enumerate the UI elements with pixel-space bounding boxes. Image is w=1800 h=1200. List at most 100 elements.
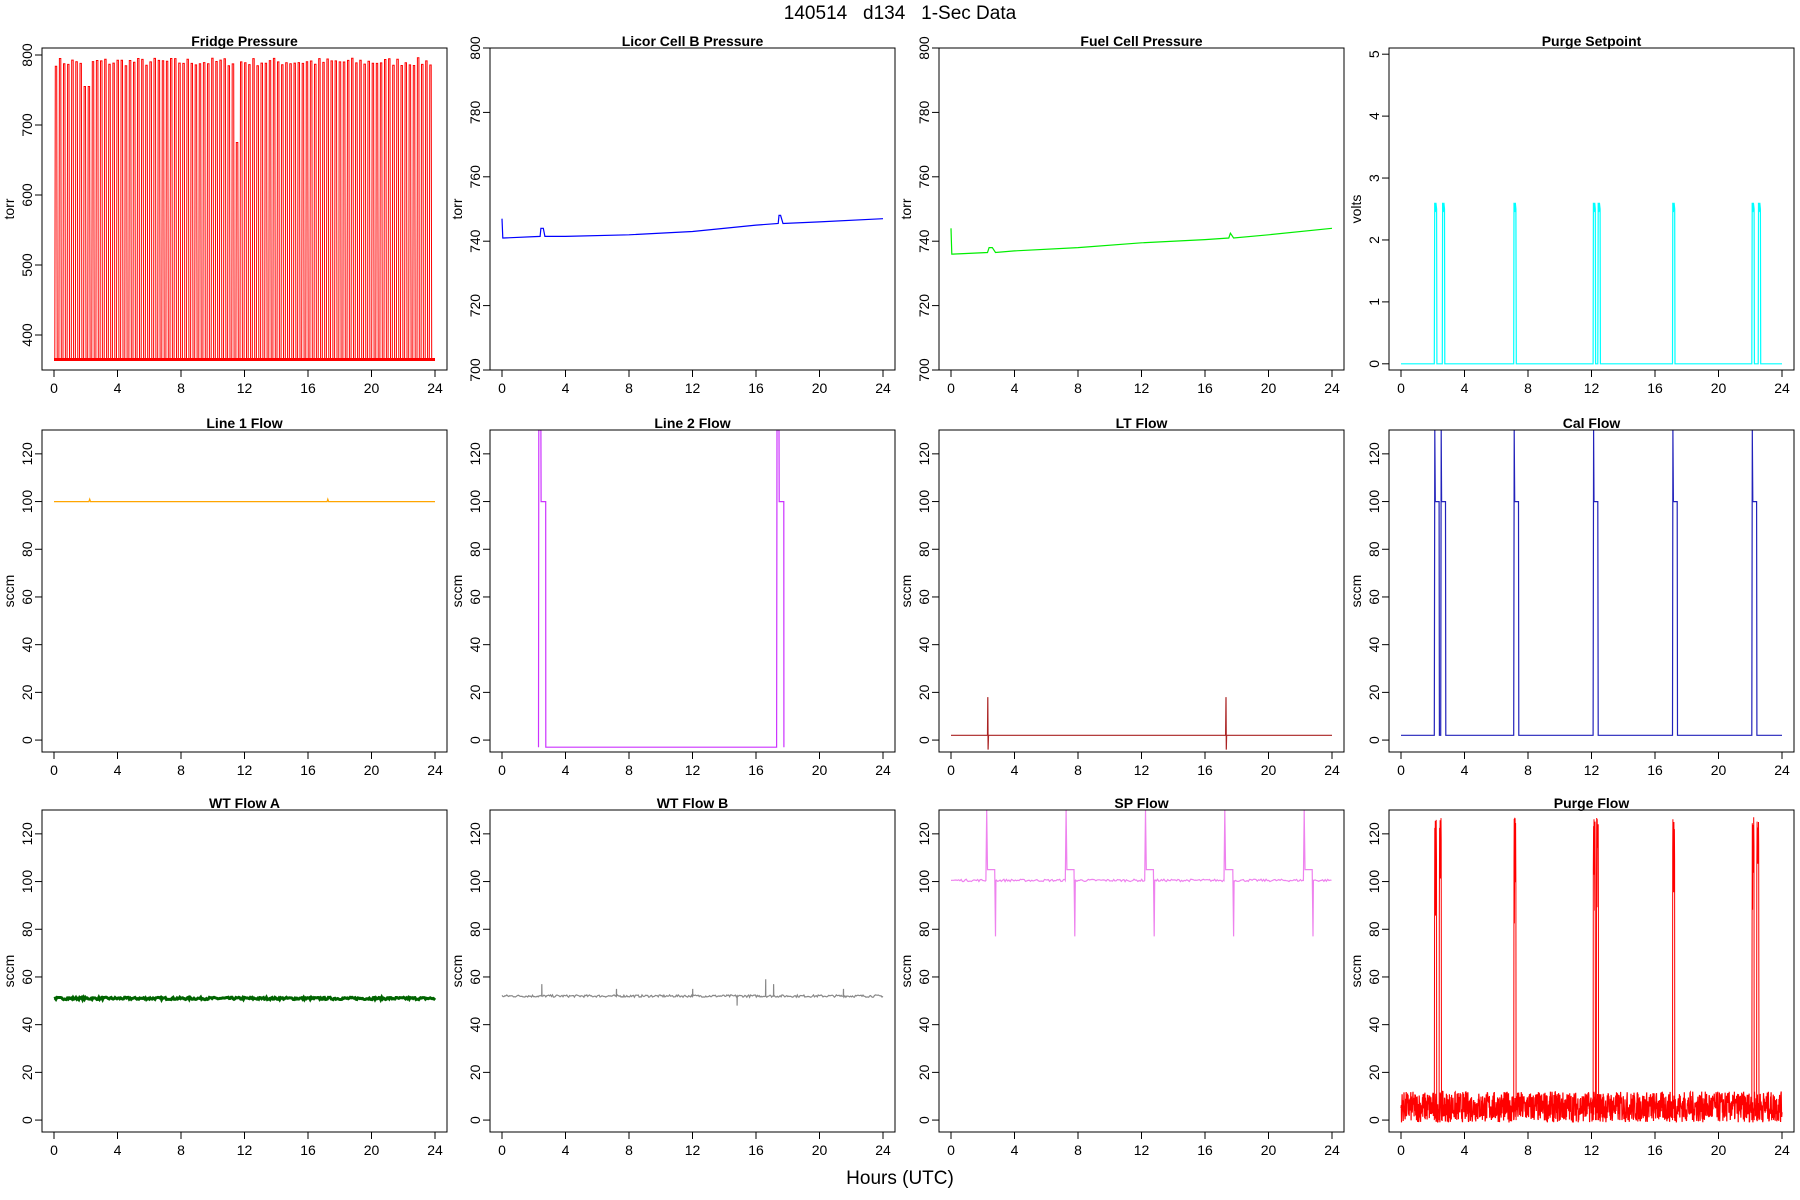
x-tick-label: 12 bbox=[685, 1142, 701, 1158]
y-axis-label: sccm bbox=[1348, 955, 1364, 988]
x-tick-label: 0 bbox=[1397, 380, 1405, 396]
plot-area bbox=[1401, 202, 1782, 365]
x-tick-label: 20 bbox=[364, 1142, 380, 1158]
x-tick-label: 20 bbox=[1711, 762, 1727, 778]
x-tick-label: 4 bbox=[1011, 1142, 1019, 1158]
y-axis-label: torr bbox=[898, 198, 914, 219]
plot-box bbox=[41, 429, 448, 753]
x-tick-label: 8 bbox=[177, 762, 185, 778]
y-tick-label: 40 bbox=[19, 1017, 35, 1033]
plot-box bbox=[1388, 429, 1795, 753]
y-tick-label: 100 bbox=[1366, 490, 1382, 514]
y-axis-label: volts bbox=[1348, 195, 1364, 224]
y-tick-label: 0 bbox=[467, 736, 483, 744]
x-tick-label: 16 bbox=[300, 380, 316, 396]
y-axis-label: torr bbox=[1, 198, 17, 219]
panel-8: WT Flow A 0 4 8 12 16 20 24 0 20 40 60 80 100 120 sccm bbox=[1, 795, 448, 1158]
x-tick-label: 8 bbox=[625, 380, 633, 396]
y-tick-label: 0 bbox=[467, 1116, 483, 1124]
y-tick-label: 20 bbox=[916, 684, 932, 700]
x-tick-label: 12 bbox=[1134, 1142, 1150, 1158]
y-axis-label: torr bbox=[449, 198, 465, 219]
x-tick-label: 20 bbox=[1261, 762, 1277, 778]
y-tick-label: 80 bbox=[467, 541, 483, 557]
y-tick-label: 40 bbox=[916, 637, 932, 653]
panel-title: Line 1 Flow bbox=[206, 415, 282, 431]
y-tick-label: 60 bbox=[1366, 589, 1382, 605]
series-spike bbox=[1433, 819, 1438, 1121]
plot-area bbox=[53, 993, 437, 1004]
x-tick-label: 24 bbox=[875, 1142, 891, 1158]
series-line bbox=[53, 993, 437, 1004]
series-spike bbox=[1438, 818, 1442, 1121]
x-tick-label: 12 bbox=[237, 380, 253, 396]
panel-6: LT Flow 0 4 8 12 16 20 24 0 20 40 60 80 100 120 sccm bbox=[898, 415, 1345, 778]
x-tick-label: 24 bbox=[1324, 1142, 1340, 1158]
x-tick-label: 16 bbox=[748, 762, 764, 778]
panel-title: Fuel Cell Pressure bbox=[1080, 33, 1202, 49]
y-axis-label: sccm bbox=[1, 575, 17, 608]
x-tick-label: 8 bbox=[1074, 762, 1082, 778]
x-tick-label: 12 bbox=[1134, 380, 1150, 396]
x-tick-label: 8 bbox=[625, 762, 633, 778]
y-tick-label: 40 bbox=[1366, 637, 1382, 653]
x-tick-label: 16 bbox=[748, 1142, 764, 1158]
plot-box bbox=[489, 429, 896, 753]
y-tick-label: 0 bbox=[1366, 736, 1382, 744]
y-tick-label: 100 bbox=[1366, 870, 1382, 894]
y-tick-label: 60 bbox=[467, 969, 483, 985]
x-tick-label: 16 bbox=[1647, 380, 1663, 396]
y-axis-label: sccm bbox=[898, 955, 914, 988]
y-tick-label: 80 bbox=[19, 541, 35, 557]
y-tick-label: 60 bbox=[1366, 969, 1382, 985]
y-tick-label: 100 bbox=[467, 870, 483, 894]
x-tick-label: 12 bbox=[1584, 1142, 1600, 1158]
x-tick-label: 20 bbox=[812, 380, 828, 396]
y-tick-label: 120 bbox=[916, 822, 932, 846]
y-tick-label: 20 bbox=[19, 684, 35, 700]
plot-box bbox=[489, 47, 896, 371]
x-tick-label: 16 bbox=[1197, 380, 1213, 396]
series-line bbox=[501, 979, 884, 1006]
x-tick-label: 0 bbox=[50, 762, 58, 778]
y-tick-label: 40 bbox=[19, 637, 35, 653]
plot-area bbox=[951, 697, 1332, 750]
y-tick-label: 700 bbox=[19, 113, 35, 137]
y-tick-label: 120 bbox=[1366, 822, 1382, 846]
x-tick-label: 8 bbox=[1524, 1142, 1532, 1158]
y-tick-label: 800 bbox=[467, 36, 483, 60]
x-tick-label: 12 bbox=[1584, 380, 1600, 396]
panel-5: Line 2 Flow 0 4 8 12 16 20 24 0 20 40 60 80 100 120 scc… bbox=[449, 415, 896, 778]
page-title: 140514 d134 1-Sec Data bbox=[783, 3, 1017, 24]
plot-box bbox=[938, 47, 1345, 371]
x-tick-label: 24 bbox=[1774, 1142, 1790, 1158]
x-tick-label: 8 bbox=[1074, 380, 1082, 396]
y-tick-label: 700 bbox=[916, 358, 932, 382]
series-line bbox=[537, 430, 785, 748]
y-tick-label: 720 bbox=[916, 294, 932, 318]
x-tick-label: 20 bbox=[812, 762, 828, 778]
x-tick-label: 20 bbox=[1711, 380, 1727, 396]
x-tick-label: 4 bbox=[562, 1142, 570, 1158]
x-tick-label: 24 bbox=[1324, 762, 1340, 778]
x-tick-label: 4 bbox=[1461, 380, 1469, 396]
x-tick-label: 4 bbox=[114, 762, 122, 778]
x-tick-label: 0 bbox=[498, 1142, 506, 1158]
series-line bbox=[950, 227, 1333, 255]
y-tick-label: 120 bbox=[916, 442, 932, 466]
y-tick-label: 60 bbox=[19, 589, 35, 605]
y-tick-label: 700 bbox=[467, 358, 483, 382]
y-axis-label: sccm bbox=[449, 955, 465, 988]
y-tick-label: 120 bbox=[19, 822, 35, 846]
panel-title: Fridge Pressure bbox=[191, 33, 298, 49]
x-tick-label: 4 bbox=[562, 762, 570, 778]
x-tick-label: 4 bbox=[562, 380, 570, 396]
y-tick-label: 40 bbox=[1366, 1017, 1382, 1033]
plot-area bbox=[1400, 817, 1783, 1124]
x-tick-label: 24 bbox=[427, 762, 443, 778]
x-tick-label: 4 bbox=[1011, 762, 1019, 778]
panel-title: WT Flow B bbox=[657, 795, 729, 811]
series-line bbox=[1400, 1090, 1783, 1124]
x-tick-label: 20 bbox=[812, 1142, 828, 1158]
